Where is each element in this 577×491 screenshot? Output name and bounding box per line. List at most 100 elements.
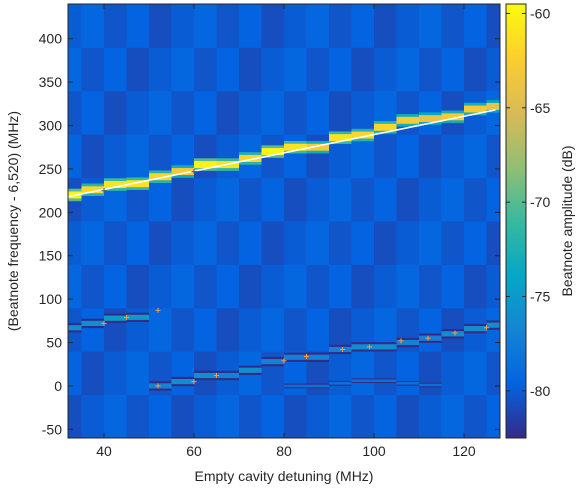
colorbar-label: Beatnote amplitude (dB) — [559, 146, 575, 297]
weak-branch-cell — [396, 382, 419, 385]
heatmap-cell — [126, 4, 150, 48]
heatmap-cell — [104, 134, 127, 179]
upper-branch-cell — [239, 155, 262, 162]
heatmap-cell — [261, 90, 285, 135]
heatmap-cell — [239, 47, 262, 92]
heatmap-cell — [419, 134, 442, 179]
lower-branch-cell — [396, 339, 419, 346]
heatmap-cell — [306, 134, 330, 179]
heatmap-cell — [239, 4, 262, 48]
heatmap-cell — [351, 177, 375, 222]
heatmap-cell — [261, 307, 285, 352]
colorbar-tick-label: -75 — [530, 288, 550, 304]
heatmap-cell — [306, 264, 330, 309]
heatmap-cell — [464, 177, 487, 222]
heatmap-cell — [284, 177, 307, 222]
heatmap-cell — [126, 221, 150, 265]
upper-branch-cell — [126, 180, 149, 188]
upper-branch-cell — [351, 131, 374, 139]
heatmap-cell — [81, 47, 105, 92]
heatmap-cell — [126, 264, 150, 309]
heatmap-cell — [464, 4, 487, 48]
heatmap-cell — [419, 264, 442, 309]
heatmap-cell — [216, 264, 240, 309]
heatmap-cell — [351, 4, 375, 48]
lower-branch-cell — [261, 359, 284, 365]
heatmap-cell — [194, 134, 217, 179]
heatmap-cell — [419, 221, 442, 265]
heatmap-cell — [68, 90, 82, 135]
heatmap-cell — [149, 394, 172, 438]
heatmap-cell — [306, 394, 330, 438]
heatmap-cell — [374, 134, 397, 179]
heatmap-cell — [306, 47, 330, 92]
y-tick-label: 300 — [39, 118, 63, 134]
heatmap-cell — [68, 394, 82, 438]
heatmap-cell — [284, 307, 307, 352]
heatmap-cell — [171, 4, 195, 48]
heatmap-cell — [171, 177, 195, 222]
heatmap-cell — [441, 264, 465, 309]
upper-branch-cell — [81, 186, 104, 194]
heatmap-cell — [239, 221, 262, 265]
lower-branch-cell — [374, 344, 397, 350]
heatmap-cell — [374, 4, 397, 48]
upper-branch-cell — [104, 181, 127, 189]
heatmap-cell — [171, 221, 195, 265]
heatmap-cell — [149, 264, 172, 309]
heatmap-cell — [329, 90, 352, 135]
heatmap-cell — [126, 90, 150, 135]
heatmap-cell — [351, 90, 375, 135]
y-tick-label: 150 — [39, 248, 63, 264]
lower-branch-cell — [194, 372, 217, 379]
weak-branch-cell — [419, 383, 442, 387]
heatmap-cell — [306, 90, 330, 135]
heatmap-cell — [329, 307, 352, 352]
upper-branch-cell — [396, 116, 419, 124]
heatmap-cell — [351, 351, 375, 396]
heatmap-cell — [216, 47, 240, 92]
weak-branch-cell — [329, 382, 352, 385]
y-tick-label: 400 — [39, 31, 63, 47]
heatmap-cells — [68, 4, 500, 438]
upper-branch-cell — [194, 161, 217, 169]
lower-branch-cell — [441, 331, 464, 337]
heatmap-cell — [216, 221, 240, 265]
heatmap-cell — [149, 4, 172, 48]
heatmap-cell — [194, 307, 217, 352]
heatmap-cell — [68, 47, 82, 92]
upper-branch-cell — [329, 134, 352, 142]
heatmap-cell — [216, 90, 240, 135]
heatmap-cell — [329, 221, 352, 265]
upper-branch-cell — [464, 105, 487, 113]
heatmap-cell — [216, 134, 240, 179]
heatmap-cell — [396, 4, 420, 48]
x-tick-label: 80 — [276, 443, 292, 459]
heatmap-cell — [194, 47, 217, 92]
heatmap-cell — [68, 264, 82, 309]
y-tick-label: 100 — [39, 291, 63, 307]
upper-branch-cell — [261, 148, 284, 156]
heatmap-cell — [486, 394, 500, 438]
heatmap-cell — [194, 221, 217, 265]
heatmap-cell — [486, 351, 500, 396]
heatmap-cell — [126, 351, 150, 396]
weak-branch-cell — [306, 384, 329, 388]
lower-branch-cell — [486, 322, 500, 328]
lower-branch-cell — [216, 372, 239, 379]
heatmap-cell — [486, 221, 500, 265]
heatmap-cell — [81, 264, 105, 309]
heatmap-cell — [81, 307, 105, 352]
lower-branch-cell — [68, 325, 82, 331]
heatmap-cell — [216, 4, 240, 48]
x-axis-label: Empty cavity detuning (MHz) — [195, 468, 374, 484]
heatmap-cell — [306, 177, 330, 222]
chart-marks — [68, 109, 496, 389]
heatmap-cell — [441, 394, 465, 438]
heatmap-cell — [306, 221, 330, 265]
heatmap-cell — [396, 351, 420, 396]
heatmap-cell — [441, 4, 465, 48]
heatmap-cell — [216, 177, 240, 222]
heatmap-cell — [464, 47, 487, 92]
heatmap-cell — [261, 177, 285, 222]
